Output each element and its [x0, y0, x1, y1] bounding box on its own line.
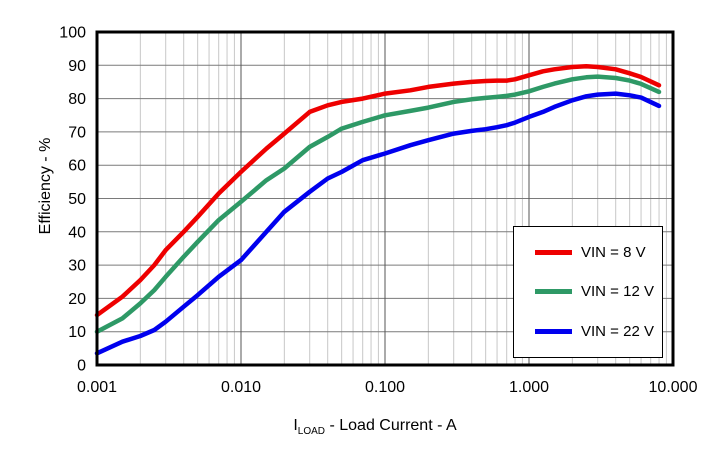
y-tick-label: 30	[68, 258, 86, 275]
y-axis-title: Efficiency - %	[37, 137, 54, 235]
legend-label-vin8: VIN = 8 V	[581, 244, 646, 262]
legend-swatch-vin8	[535, 250, 572, 256]
x-axis-title-rest: - Load Current - A	[325, 417, 457, 434]
x-axis-title: ILOAD - Load Current - A	[293, 417, 456, 437]
series-line-0	[94, 64, 662, 318]
x-axis-title-subscript: LOAD	[297, 426, 326, 438]
y-tick-label: 70	[68, 124, 86, 141]
y-tick-label: 40	[68, 224, 86, 241]
legend-label-vin22: VIN = 22 V	[581, 322, 654, 340]
legend-swatch-vin22	[535, 328, 572, 334]
y-tick-label: 90	[68, 58, 86, 75]
legend-item-vin22: VIN = 22 V	[535, 323, 662, 340]
y-tick-label: 0	[77, 358, 86, 375]
y-tick-label: 100	[59, 25, 86, 42]
legend-label-vin12: VIN = 12 V	[581, 283, 654, 301]
legend-item-vin8: VIN = 8 V	[535, 244, 662, 261]
legend-swatch-vin12	[535, 289, 572, 295]
y-tick-label: 10	[68, 324, 86, 341]
y-tick-label: 80	[68, 91, 86, 108]
series-line-2	[94, 91, 662, 356]
x-tick-label: 0.100	[365, 379, 405, 396]
legend-item-vin12: VIN = 12 V	[535, 283, 662, 300]
series-line-1	[94, 74, 662, 334]
y-tick-label: 20	[68, 291, 86, 308]
x-tick-label: 0.010	[221, 379, 261, 396]
x-axis-title-prefix: I	[293, 417, 298, 434]
legend: VIN = 8 V VIN = 12 V VIN = 22 V	[513, 226, 663, 358]
plot-frame	[95, 30, 675, 367]
x-tick-label: 10.000	[649, 379, 698, 396]
x-tick-label: 1.000	[509, 379, 549, 396]
y-tick-label: 60	[68, 158, 86, 175]
y-tick-label: 50	[68, 191, 86, 208]
x-tick-label: 0.001	[77, 379, 117, 396]
